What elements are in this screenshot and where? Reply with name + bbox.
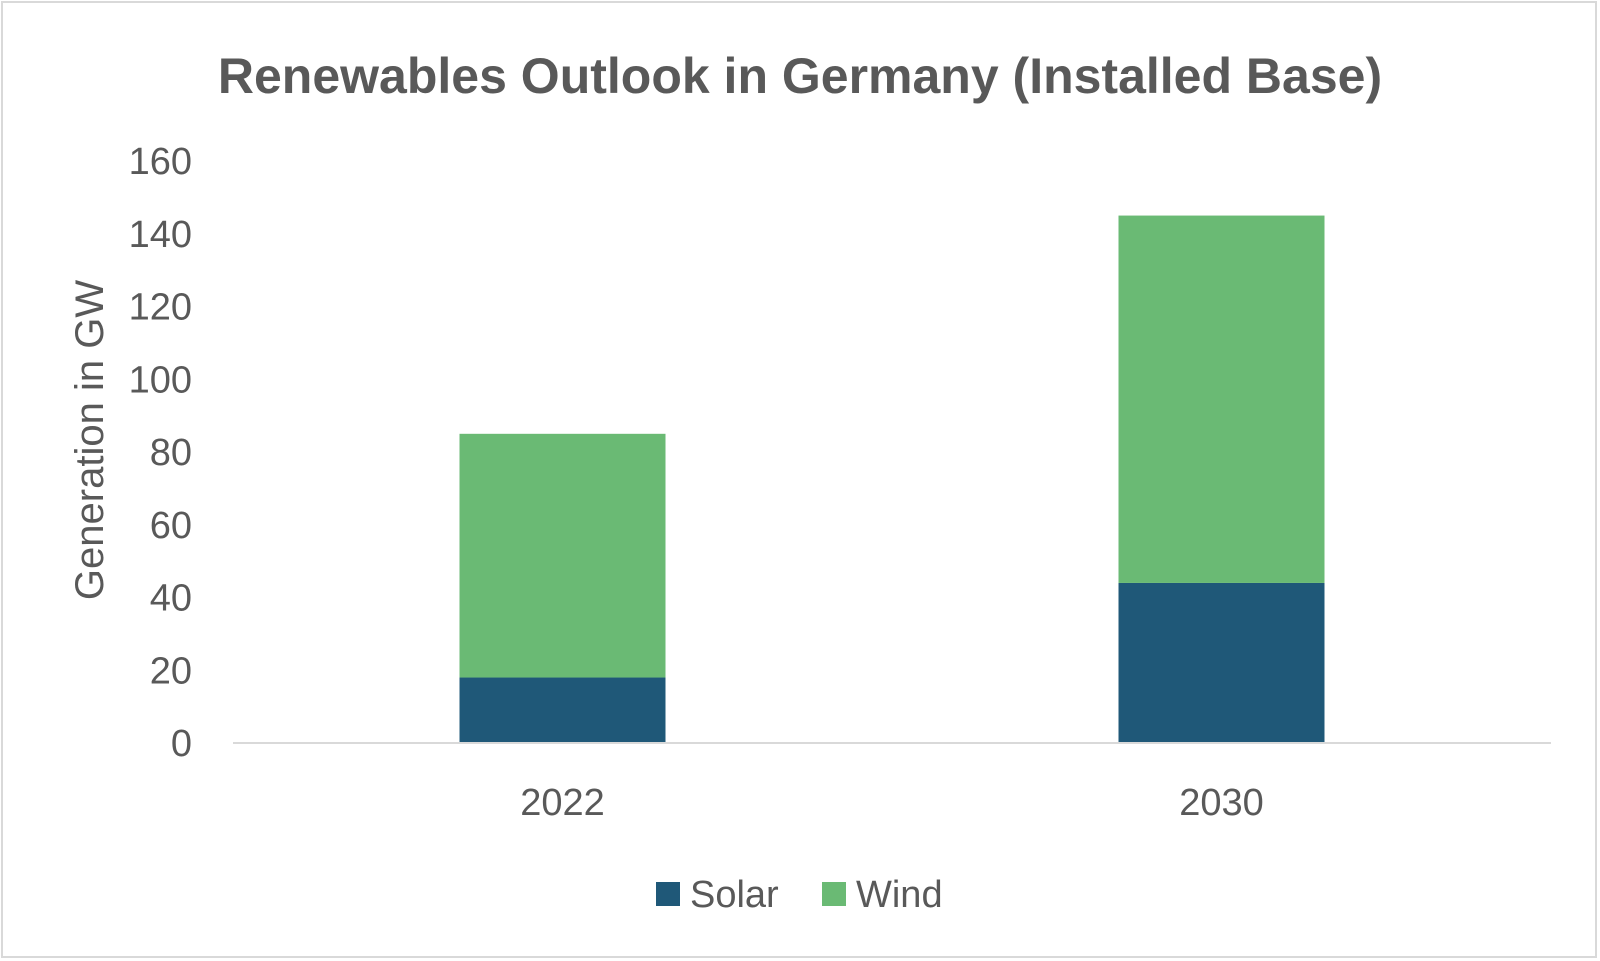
y-tick-label: 60 xyxy=(150,505,192,547)
y-tick-label: 120 xyxy=(129,287,192,329)
x-tick-label: 2030 xyxy=(1179,782,1264,824)
y-axis-ticks: 0 20 40 60 80 100 120 140 160 xyxy=(129,141,192,765)
legend-swatch-wind xyxy=(822,882,846,906)
legend-swatch-solar xyxy=(656,882,680,906)
y-tick-label: 140 xyxy=(129,214,192,256)
bar-wind-2030[interactable] xyxy=(1118,215,1325,583)
chart-title: Renewables Outlook in Germany (Installed… xyxy=(218,48,1382,104)
legend-label-solar: Solar xyxy=(690,874,779,916)
legend-label-wind: Wind xyxy=(856,874,943,916)
y-axis-label: Generation in GW xyxy=(68,280,112,600)
y-tick-label: 80 xyxy=(150,432,192,474)
bar-solar-2022[interactable] xyxy=(459,677,666,743)
y-tick-label: 0 xyxy=(171,723,192,765)
bars-group xyxy=(459,215,1325,743)
y-tick-label: 40 xyxy=(150,578,192,620)
legend: Solar Wind xyxy=(656,874,943,916)
x-tick-label: 2022 xyxy=(520,782,605,824)
y-tick-label: 20 xyxy=(150,650,192,692)
y-tick-label: 160 xyxy=(129,141,192,183)
x-axis-ticks: 2022 2030 xyxy=(520,782,1264,824)
bar-wind-2022[interactable] xyxy=(459,433,666,678)
bar-solar-2030[interactable] xyxy=(1118,582,1325,743)
y-tick-label: 100 xyxy=(129,359,192,401)
